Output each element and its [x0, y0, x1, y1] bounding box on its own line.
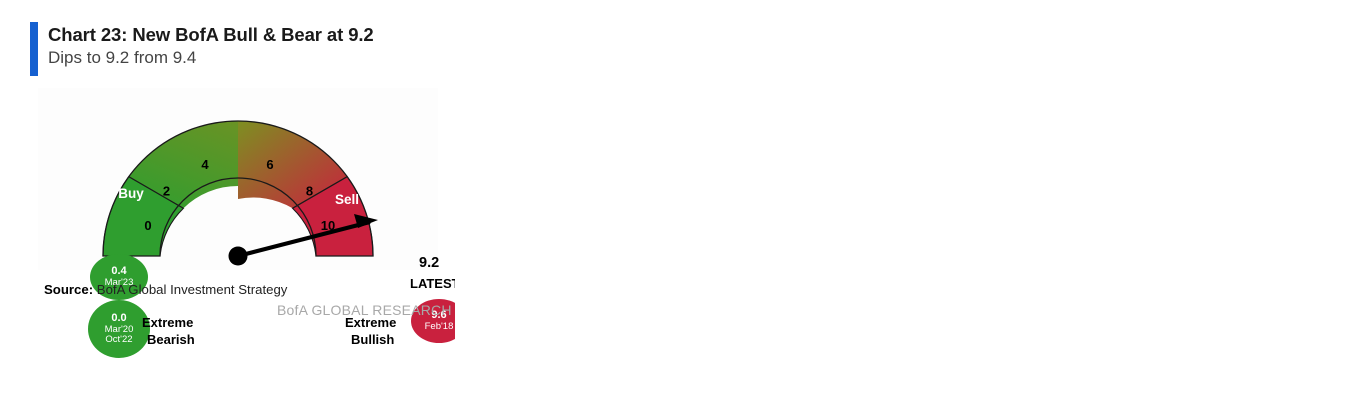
accent-bar-chart-23: [30, 22, 38, 76]
gauge-marker-mar23-date: Mar'23: [104, 276, 134, 288]
gauge-tick-6: 6: [266, 157, 273, 172]
gauge-marker-record-low-date-2: Oct'22: [105, 333, 133, 345]
chart-23-brand: BofA GLOBAL RESEARCH: [277, 302, 452, 318]
gauge-latest-value: 9.2: [419, 255, 440, 271]
chart-23-source-text: BofA Global Investment Strategy: [96, 282, 288, 297]
gauge-svg: 0 2 4 6 8 10 Buy Sell: [102, 120, 378, 266]
gauge-marker-feb18-value: 9.6: [431, 309, 447, 322]
gauge-outline: [102, 120, 374, 257]
gauge-extreme-bullish-line2: Bullish: [351, 332, 395, 347]
gauge-marker-record-low-value: 0.0: [111, 312, 127, 325]
gauge-divider-2: [128, 176, 184, 209]
gauge-latest-label: LATEST: [410, 276, 460, 291]
gauge-needle-arrowhead: [354, 214, 378, 228]
gauge-tick-8: 8: [306, 184, 313, 199]
gauge-label-sell: Sell: [335, 192, 359, 207]
gauge-tick-2: 2: [163, 184, 170, 199]
gauge-divider-8: [292, 176, 348, 209]
gauge-label-buy: Buy: [118, 186, 144, 201]
chart-23-subtitle: Dips to 9.2 from 9.4: [48, 48, 197, 67]
gauge-needle-hub: [228, 246, 248, 266]
gauge-tick-0: 0: [144, 218, 151, 233]
chart-23-source: Source: BofA Global Investment Strategy: [44, 281, 434, 300]
gauge-marker-mar23: 0.4 Mar'23: [90, 254, 148, 300]
panel-chart-24: Chart 24: BofA Bull & Bear Indicator at …: [905, 0, 1352, 417]
gauge-marker-record-low: 0.0 Mar'20 Oct'22: [88, 300, 150, 358]
gauge-extreme-bearish-line1: Extreme: [142, 315, 194, 330]
chart-23-title: Chart 23: New BofA Bull & Bear at 9.2: [48, 24, 374, 45]
gauge-marker-record-low-date-1: Mar'20: [104, 323, 134, 335]
bull-bear-gauge: 0 2 4 6 8 10 Buy Sell 0.4 Mar'23 0.0: [38, 88, 467, 358]
gauge-tick-4: 4: [201, 157, 209, 172]
gauge-marker-feb18-date: Feb'18: [424, 320, 454, 332]
panel-chart-23: Chart 23: New BofA Bull & Bear at 9.2 Di…: [0, 0, 467, 417]
gauge-tick-10: 10: [321, 218, 335, 233]
gauge-segment-mid-red: [238, 121, 348, 209]
gauge-marker-mar23-value: 0.4: [111, 265, 127, 278]
gauge-extreme-bullish-line1: Extreme: [345, 315, 397, 330]
gauge-needle: [237, 219, 371, 259]
gauge-extreme-bearish-line2: Bearish: [147, 332, 195, 347]
chart-23-source-label: Source:: [44, 282, 94, 297]
panel-table-5: Table 5: BofA B&B Indicator BofA Bull & …: [455, 0, 1352, 417]
